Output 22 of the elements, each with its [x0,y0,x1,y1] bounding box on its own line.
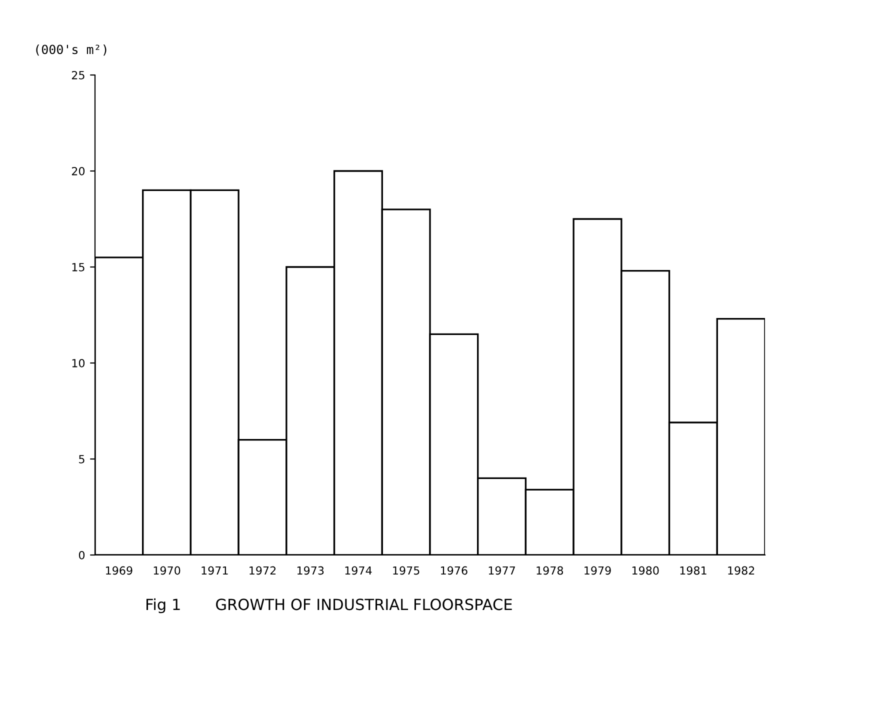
y-tick-label: 20 [72,166,85,176]
x-tick-label: 1974 [345,566,372,575]
x-tick-label: 1972 [250,566,276,575]
y-tick-label: 15 [72,263,84,272]
x-tick-label: 1969 [106,566,132,575]
x-tick-label: 1980 [632,566,659,575]
text: Fig 1 GROWTH OF INDUSTRIAL FLOORSPACE [146,598,512,614]
y-axis-title: (000's m²) [36,44,106,56]
y-tick-label: 25 [72,70,84,80]
y-tick-label: 5 [79,455,84,464]
y-tick-label: 0 [78,550,85,560]
x-tick-label: 1977 [488,566,515,575]
x-tick-label: 1976 [441,566,468,575]
x-tick-label: 1981 [680,566,706,575]
x-tick-label: 1971 [202,566,228,575]
x-tick-label: 1979 [584,566,611,575]
y-tick-label: 10 [72,358,85,368]
x-tick-label: 1978 [536,566,564,575]
x-tick-label: 1973 [297,566,324,575]
x-tick-label: 1982 [728,566,754,575]
x-tick-label: 1970 [154,566,180,575]
x-tick-label: 1975 [393,566,420,575]
